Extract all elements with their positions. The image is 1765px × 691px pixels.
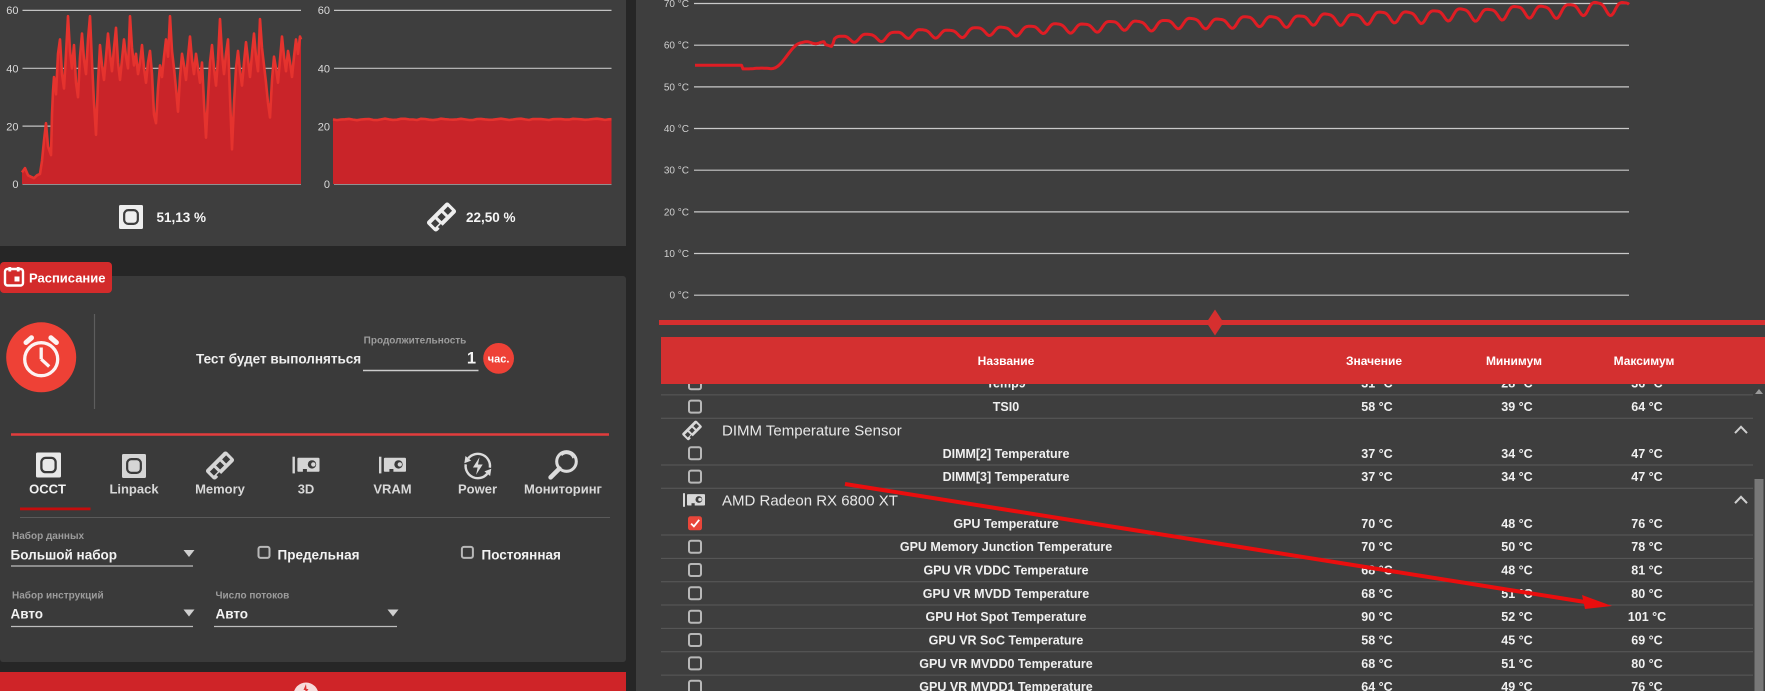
svg-text:20 °C: 20 °C (664, 207, 689, 218)
svg-text:45 °C: 45 °C (1501, 634, 1532, 648)
svg-text:78 °C: 78 °C (1631, 540, 1662, 554)
svg-text:48 °C: 48 °C (1501, 517, 1532, 531)
svg-text:1: 1 (467, 350, 476, 368)
svg-text:50 °C: 50 °C (664, 82, 689, 93)
svg-text:0 °C: 0 °C (669, 291, 689, 302)
svg-text:Число потоков: Число потоков (216, 591, 290, 602)
svg-text:60: 60 (318, 5, 330, 17)
svg-text:76 °C: 76 °C (1631, 680, 1662, 691)
svg-text:Авто: Авто (216, 607, 249, 622)
svg-text:3D: 3D (298, 482, 315, 497)
svg-text:Авто: Авто (11, 607, 44, 622)
svg-text:TSI0: TSI0 (993, 400, 1019, 414)
svg-text:Мониторинг: Мониторинг (524, 482, 603, 497)
svg-text:69 °C: 69 °C (1631, 634, 1662, 648)
svg-text:40 °C: 40 °C (664, 124, 689, 135)
svg-text:Название: Название (978, 354, 1035, 368)
svg-text:70 °C: 70 °C (664, 0, 689, 10)
svg-text:DIMM[3] Temperature: DIMM[3] Temperature (943, 470, 1070, 484)
svg-text:Набор данных: Набор данных (12, 530, 84, 542)
svg-text:68 °C: 68 °C (1361, 587, 1392, 601)
svg-text:час.: час. (488, 354, 510, 366)
svg-text:52 °C: 52 °C (1501, 610, 1532, 624)
svg-text:GPU VR MVDD0 Temperature: GPU VR MVDD0 Temperature (919, 657, 1092, 671)
svg-text:101 °C: 101 °C (1628, 610, 1666, 624)
svg-text:Минимум: Минимум (1486, 354, 1542, 368)
svg-text:40: 40 (318, 64, 330, 76)
svg-text:DIMM[2] Temperature: DIMM[2] Temperature (943, 447, 1070, 461)
svg-text:58 °C: 58 °C (1361, 400, 1392, 414)
svg-text:34 °C: 34 °C (1501, 447, 1532, 461)
svg-text:22,50 %: 22,50 % (466, 210, 516, 225)
svg-text:64 °C: 64 °C (1631, 400, 1662, 414)
svg-text:10 °C: 10 °C (664, 249, 689, 260)
svg-text:Продолжительность: Продолжительность (364, 336, 467, 347)
svg-text:70 °C: 70 °C (1361, 517, 1392, 531)
svg-text:40: 40 (6, 64, 18, 76)
svg-text:Memory: Memory (195, 482, 246, 497)
svg-text:64 °C: 64 °C (1361, 680, 1392, 691)
svg-text:49 °C: 49 °C (1501, 680, 1532, 691)
svg-text:81 °C: 81 °C (1631, 564, 1662, 578)
svg-text:GPU VR VDDC Temperature: GPU VR VDDC Temperature (923, 564, 1088, 578)
svg-text:Набор инструкций: Набор инструкций (12, 590, 104, 602)
svg-text:58 °C: 58 °C (1361, 634, 1392, 648)
svg-text:Большой набор: Большой набор (11, 548, 118, 563)
svg-text:Расписание: Расписание (29, 271, 106, 286)
svg-text:68 °C: 68 °C (1361, 657, 1392, 671)
svg-text:39 °C: 39 °C (1501, 400, 1532, 414)
svg-text:48 °C: 48 °C (1501, 564, 1532, 578)
svg-text:60 °C: 60 °C (664, 41, 689, 52)
svg-text:20: 20 (318, 122, 330, 134)
svg-text:80 °C: 80 °C (1631, 587, 1662, 601)
svg-text:GPU VR MVDD Temperature: GPU VR MVDD Temperature (923, 587, 1090, 601)
svg-text:20: 20 (6, 122, 18, 134)
svg-text:51 °C: 51 °C (1501, 657, 1532, 671)
svg-text:GPU Hot Spot Temperature: GPU Hot Spot Temperature (926, 610, 1087, 624)
svg-text:GPU Temperature: GPU Temperature (953, 517, 1058, 531)
svg-text:Linpack: Linpack (109, 482, 159, 497)
svg-text:90 °C: 90 °C (1361, 610, 1392, 624)
svg-text:DIMM Temperature Sensor: DIMM Temperature Sensor (722, 422, 902, 439)
svg-text:VRAM: VRAM (373, 482, 411, 497)
svg-text:Постоянная: Постоянная (482, 548, 561, 563)
svg-text:Значение: Значение (1346, 354, 1402, 368)
svg-text:GPU VR MVDD1 Temperature: GPU VR MVDD1 Temperature (919, 680, 1092, 691)
svg-text:60: 60 (6, 5, 18, 17)
svg-text:Power: Power (458, 482, 497, 497)
svg-text:Тест будет выполняться: Тест будет выполняться (196, 352, 361, 367)
svg-text:Предельная: Предельная (278, 548, 360, 563)
svg-text:76 °C: 76 °C (1631, 517, 1662, 531)
svg-text:51,13 %: 51,13 % (157, 210, 207, 225)
svg-text:80 °C: 80 °C (1631, 657, 1662, 671)
svg-text:70 °C: 70 °C (1361, 540, 1392, 554)
svg-text:37 °C: 37 °C (1361, 470, 1392, 484)
svg-text:GPU Memory Junction Temperatur: GPU Memory Junction Temperature (900, 540, 1112, 554)
svg-text:47 °C: 47 °C (1631, 470, 1662, 484)
svg-text:Максимум: Максимум (1614, 354, 1675, 368)
svg-text:AMD Radeon RX 6800 XT: AMD Radeon RX 6800 XT (722, 493, 898, 510)
svg-text:0: 0 (324, 179, 330, 191)
svg-text:30 °C: 30 °C (664, 166, 689, 177)
svg-text:50 °C: 50 °C (1501, 540, 1532, 554)
svg-text:0: 0 (12, 179, 18, 191)
svg-text:37 °C: 37 °C (1361, 447, 1392, 461)
svg-text:GPU VR SoC Temperature: GPU VR SoC Temperature (929, 634, 1084, 648)
svg-text:47 °C: 47 °C (1631, 447, 1662, 461)
svg-text:OCCT: OCCT (29, 482, 66, 497)
svg-text:34 °C: 34 °C (1501, 470, 1532, 484)
